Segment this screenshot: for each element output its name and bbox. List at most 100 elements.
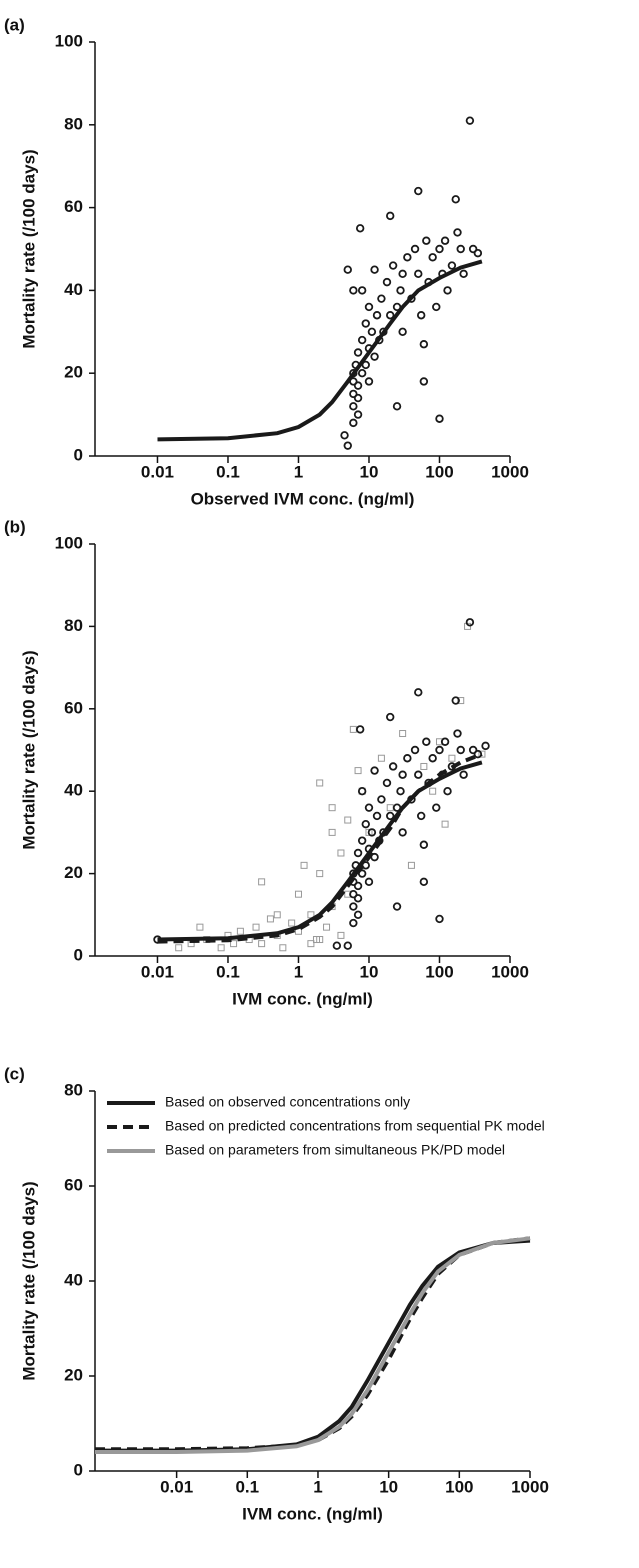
point: [273, 911, 281, 919]
point: [337, 849, 345, 857]
point: [386, 311, 395, 320]
point: [428, 754, 437, 763]
x-axis-title: Observed IVM conc. (ng/ml): [191, 489, 415, 508]
x-tick-label: 1000: [491, 962, 529, 981]
point: [386, 211, 395, 221]
point: [468, 244, 478, 254]
y-tick-label: 20: [64, 1365, 83, 1384]
point: [435, 244, 444, 254]
point: [361, 360, 370, 370]
point: [328, 804, 336, 812]
point: [355, 725, 365, 734]
point: [435, 745, 444, 755]
point: [377, 754, 385, 762]
legend-label: Based on observed concentrations only: [165, 1094, 410, 1110]
point: [419, 840, 429, 849]
y-tick-label: 60: [64, 197, 83, 216]
point: [349, 286, 358, 295]
point: [416, 811, 426, 821]
point: [367, 327, 377, 336]
point: [316, 779, 324, 787]
point: [377, 795, 386, 804]
point: [361, 319, 370, 328]
point: [422, 236, 431, 245]
point: [416, 311, 426, 320]
point: [230, 940, 238, 948]
point: [361, 819, 370, 829]
point: [377, 294, 386, 303]
x-tick-label: 0.1: [216, 462, 240, 481]
point: [435, 414, 444, 423]
x-tick-label: 100: [445, 1477, 473, 1496]
point: [396, 286, 405, 295]
point: [478, 750, 486, 758]
point: [349, 725, 357, 733]
y-tick-label: 100: [55, 533, 83, 552]
y-tick-label: 20: [64, 863, 83, 882]
point: [349, 389, 358, 399]
y-axis-title: Mortality rate (/100 days): [19, 149, 38, 348]
y-tick-label: 100: [55, 31, 83, 50]
point: [252, 923, 260, 931]
x-tick-label: 100: [425, 462, 453, 481]
point: [357, 286, 367, 295]
point: [344, 816, 352, 824]
point: [217, 944, 225, 952]
point: [432, 302, 441, 312]
point: [459, 770, 468, 779]
point: [481, 741, 490, 751]
point: [473, 749, 483, 759]
point: [382, 277, 392, 287]
x-tick-label: 10: [379, 1477, 398, 1496]
point: [451, 696, 460, 705]
y-tick-label: 40: [64, 1270, 83, 1289]
point: [357, 369, 367, 378]
point: [364, 302, 374, 312]
point: [398, 770, 407, 779]
x-tick-label: 0.01: [141, 962, 174, 981]
panel-label: (b): [4, 517, 26, 536]
point: [343, 941, 352, 950]
point: [323, 923, 331, 931]
point: [175, 944, 183, 952]
point: [388, 762, 398, 771]
point: [399, 730, 407, 738]
point: [367, 828, 377, 837]
point: [353, 910, 363, 919]
point: [353, 393, 363, 403]
point: [316, 870, 324, 878]
panel-label: (a): [4, 15, 25, 34]
point: [196, 923, 204, 931]
curve: [95, 1236, 531, 1452]
point: [372, 811, 382, 821]
point: [386, 811, 395, 821]
y-axis-title: Mortality rate (/100 days): [19, 1181, 38, 1380]
point: [364, 377, 374, 386]
y-tick-label: 40: [64, 280, 83, 299]
point: [420, 762, 428, 770]
point: [343, 265, 352, 274]
x-tick-label: 0.1: [216, 962, 240, 981]
x-tick-label: 0.01: [141, 462, 174, 481]
point: [357, 836, 367, 845]
point: [465, 116, 475, 125]
point: [370, 265, 379, 274]
point: [429, 787, 437, 795]
x-axis-title: IVM conc. (ng/ml): [242, 1504, 383, 1523]
point: [349, 918, 358, 928]
point: [451, 195, 460, 204]
x-tick-label: 1000: [491, 462, 529, 481]
y-tick-label: 80: [64, 114, 83, 133]
x-tick-label: 0.1: [235, 1477, 259, 1496]
point: [364, 803, 374, 812]
point: [432, 803, 441, 812]
point: [440, 737, 450, 746]
y-tick-label: 80: [64, 1080, 83, 1099]
y-axis-title: Mortality rate (/100 days): [19, 650, 38, 849]
point: [364, 877, 374, 887]
point: [386, 712, 395, 722]
point: [382, 778, 392, 788]
point: [386, 804, 394, 812]
y-tick-label: 20: [64, 363, 83, 382]
point: [398, 828, 407, 837]
